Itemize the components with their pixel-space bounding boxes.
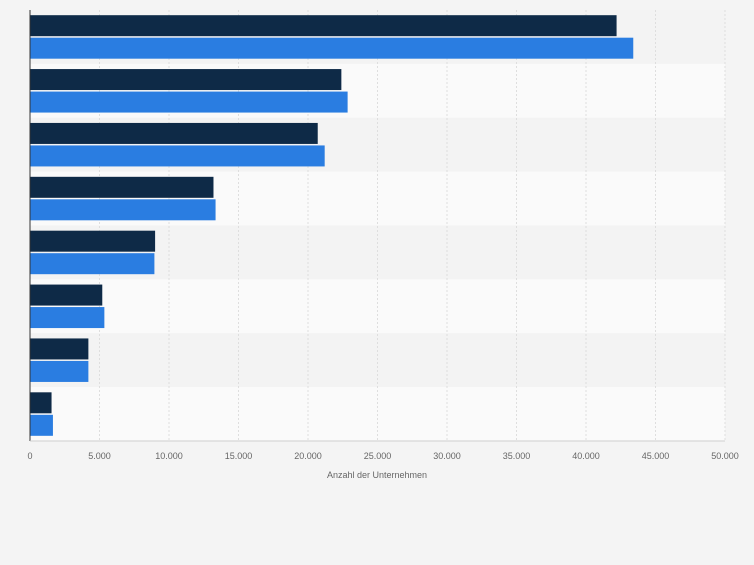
bar-series-1-row-3[interactable] bbox=[30, 122, 318, 144]
bar-series-2-row-3[interactable] bbox=[30, 145, 325, 167]
x-tick-label: 45.000 bbox=[642, 451, 670, 461]
bar-series-1-row-4[interactable] bbox=[30, 176, 214, 198]
x-tick-label: 20.000 bbox=[294, 451, 322, 461]
x-tick-label: 5.000 bbox=[88, 451, 111, 461]
x-tick-label: 50.000 bbox=[711, 451, 739, 461]
bar-series-2-row-2[interactable] bbox=[30, 91, 348, 113]
x-tick-label: 35.000 bbox=[503, 451, 531, 461]
bar-series-1-row-1[interactable] bbox=[30, 15, 617, 37]
bar-series-2-row-6[interactable] bbox=[30, 307, 105, 329]
bar-series-2-row-1[interactable] bbox=[30, 37, 634, 59]
bar-series-1-row-7[interactable] bbox=[30, 338, 89, 360]
bars bbox=[30, 15, 634, 436]
x-tick-label: 10.000 bbox=[155, 451, 183, 461]
bar-series-1-row-8[interactable] bbox=[30, 392, 52, 414]
bar-series-2-row-4[interactable] bbox=[30, 199, 216, 221]
x-tick-label: 15.000 bbox=[225, 451, 253, 461]
x-tick-label: 25.000 bbox=[364, 451, 392, 461]
bar-series-2-row-5[interactable] bbox=[30, 253, 155, 275]
bar-series-1-row-5[interactable] bbox=[30, 230, 156, 252]
bar-series-2-row-7[interactable] bbox=[30, 360, 89, 382]
x-tick-label: 30.000 bbox=[433, 451, 461, 461]
bar-series-2-row-8[interactable] bbox=[30, 414, 53, 436]
x-axis: 0 5.000 10.000 15.000 20.000 25.000 30.000 35.0… bbox=[27, 10, 739, 461]
x-tick-label: 40.000 bbox=[572, 451, 600, 461]
x-tick-label: 0 bbox=[27, 451, 32, 461]
bar-series-1-row-2[interactable] bbox=[30, 69, 342, 91]
x-axis-label: Anzahl der Unternehmen bbox=[327, 470, 427, 480]
bar-series-1-row-6[interactable] bbox=[30, 284, 103, 306]
